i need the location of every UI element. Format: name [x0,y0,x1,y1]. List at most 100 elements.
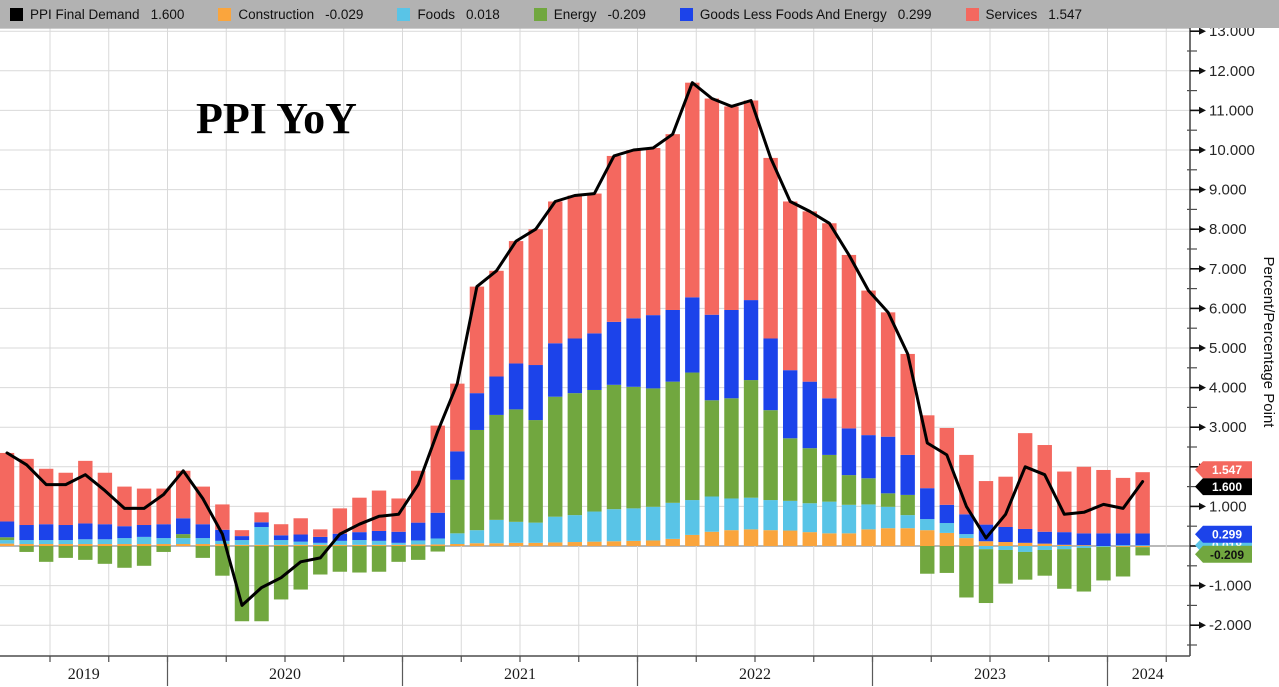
bar-segment [880,506,896,529]
bar-segment [1017,551,1033,580]
bar-segment [959,514,974,535]
bar-segment [254,544,269,546]
bar-segment [783,530,798,546]
bar-segment [156,538,171,545]
bar-segment [959,538,974,546]
bar-segment [822,223,837,399]
bar-segment [724,106,739,310]
bar-segment [1037,549,1052,576]
bar-segment [1037,531,1052,544]
x-year-label: 2023 [974,666,1006,683]
bar-segment [1115,546,1131,577]
bar-segment [1037,445,1052,532]
y-tick-label: -1.000 [1209,578,1252,595]
bar-segment [0,543,15,546]
legend-label: Construction [238,6,315,22]
y-tick-label: 6.000 [1209,300,1247,317]
bar-segment [743,529,759,546]
bar-segment [1017,433,1033,529]
bar-segment [939,546,955,573]
bar-segment [724,309,739,399]
legend-swatch [965,7,979,21]
bar-segment [606,155,622,322]
bar-segment [97,472,113,525]
bar-segment [156,524,171,539]
bar-segment [528,420,543,523]
bar-segment [234,540,250,545]
bar-segment [665,134,680,310]
bar-segment [332,533,348,541]
bar-segment [567,515,583,543]
bar-segment [822,398,837,455]
bar-segment [1115,477,1131,534]
x-year-label: 2020 [269,666,301,683]
axis-value-flag-label: 1.547 [1212,463,1242,477]
bar-segment [587,541,602,546]
bar-segment [724,498,739,531]
bar-segment [548,343,563,397]
bar-segment [469,393,485,430]
bar-segment [38,544,54,546]
axis-value-flag-label: -0.209 [1210,548,1244,562]
bar-segment [920,488,935,520]
bar-segment [939,523,955,533]
bar-segment [0,540,15,544]
y-axis-title: Percent/Percentage Point [1260,257,1277,429]
legend-item-construction: Construction -0.029 [218,7,363,22]
bar-segment [38,468,54,525]
bar-segment [1037,546,1052,550]
bar-segment [371,546,387,572]
bar-segment [58,525,73,541]
bar-segment [136,544,152,546]
bar-segment [920,546,935,574]
bar-segment [645,315,661,389]
y-tick-label: 7.000 [1209,261,1247,278]
bar-segment [273,524,289,536]
bar-segment [802,381,817,449]
axis-value-flag-label: 0.299 [1212,528,1242,542]
y-tick-arrow-icon [1199,106,1206,114]
bar-segment [626,318,641,387]
bar-segment [998,549,1013,584]
y-tick-label: 10.000 [1209,142,1255,159]
bar-segment [606,541,622,546]
bar-segment [998,542,1013,546]
bar-segment [920,530,935,546]
bar-segment [156,544,171,546]
y-tick-label: 1.000 [1209,498,1247,515]
bar-segment [117,546,132,568]
bar-segment [587,511,602,542]
legend-value: 1.600 [150,6,185,22]
bar-segment [19,458,34,526]
bar-segment [548,396,563,517]
y-tick-arrow-icon [1199,146,1206,154]
bar-segment [450,479,465,534]
bar-segment [763,410,778,501]
bar-segment [1076,545,1092,546]
bar-segment [783,438,798,501]
legend-label: PPI Final Demand [30,6,140,22]
bar-segment [704,496,720,532]
y-tick-arrow-icon [1199,344,1206,352]
bar-segment [234,530,250,537]
y-tick-label: 12.000 [1209,63,1255,80]
bar-segment [117,526,132,539]
bar-segment [19,546,34,552]
bar-segment [587,193,602,334]
bar-segment [489,270,504,377]
bar-segment [273,540,289,545]
bar-segment [176,544,191,546]
bar-segment [489,376,504,415]
bar-segment [783,201,798,371]
y-tick-label: 9.000 [1209,182,1247,199]
bar-segment [78,546,93,560]
bar-segment [1115,533,1131,546]
bar-segment [352,544,367,546]
bar-segment [273,535,289,541]
bar-segment [234,544,250,546]
bar-segment [430,538,445,545]
bar-segment [430,512,445,539]
bar-segment [743,497,759,530]
